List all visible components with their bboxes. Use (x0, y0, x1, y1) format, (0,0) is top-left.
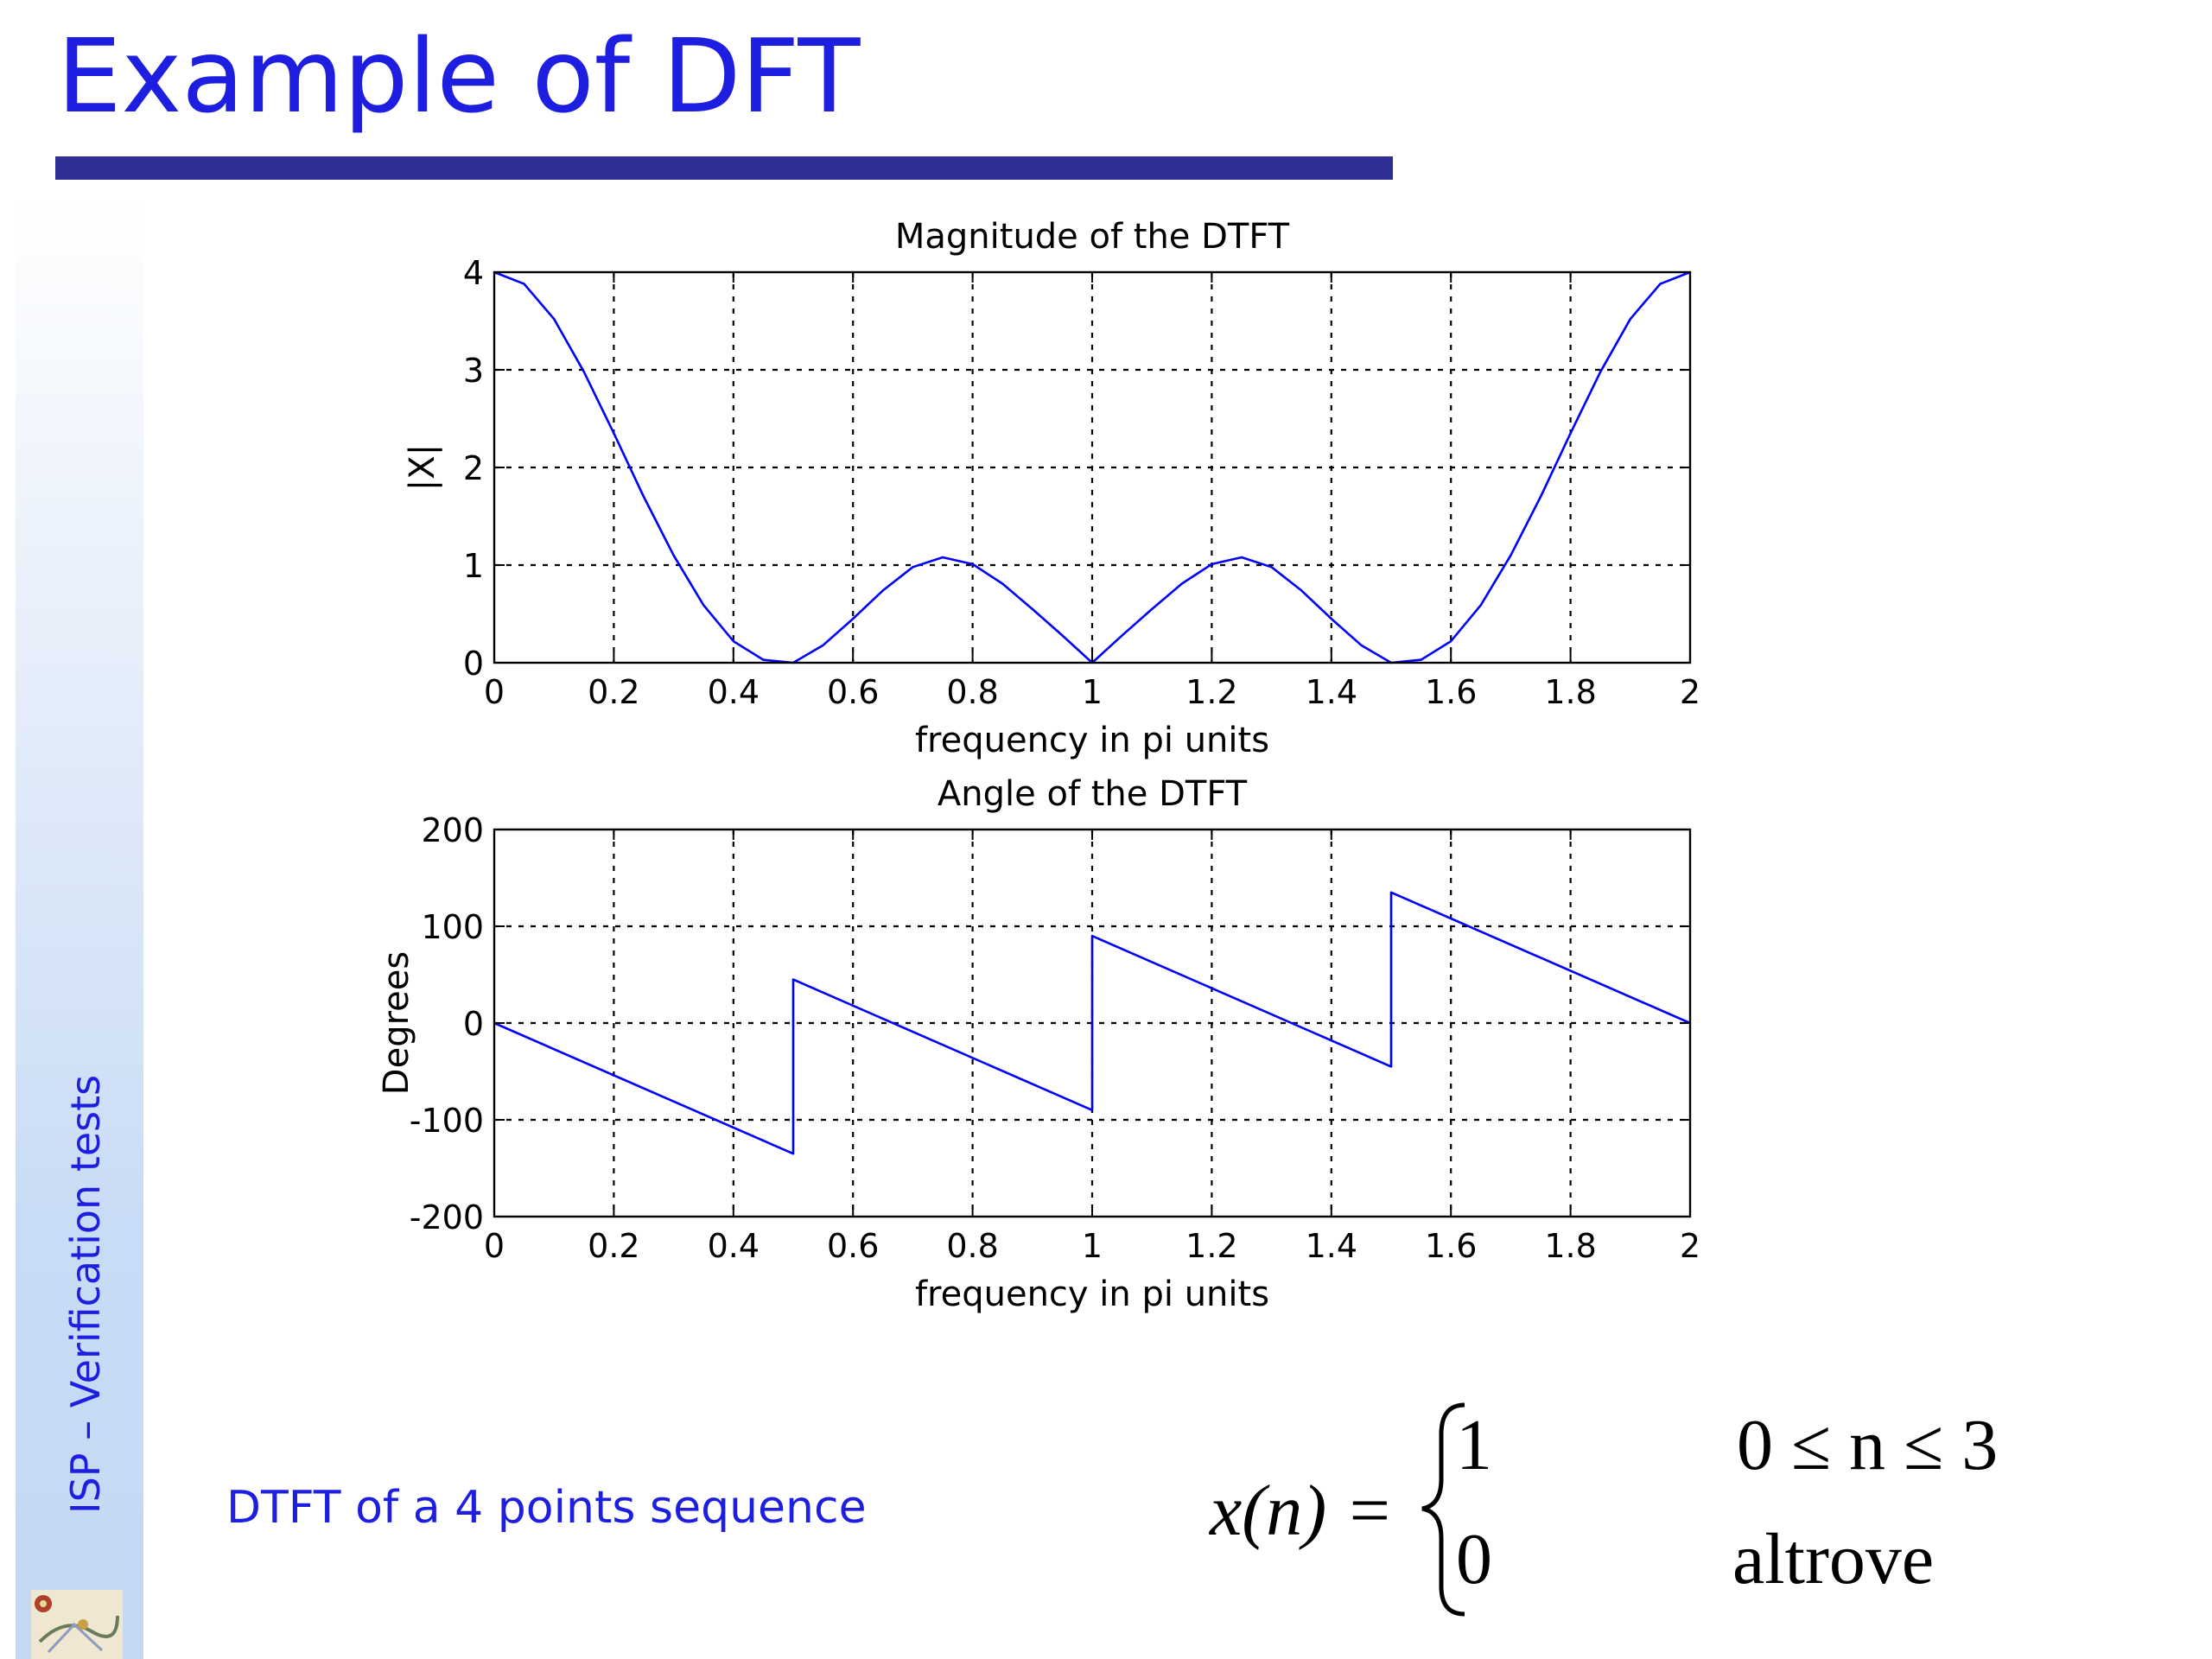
angle-chart: 0 0.2 0.4 0.6 0.8 1 1.2 1.4 1.6 1.8 2 -200 -100 0 100 2… (377, 774, 1700, 1314)
angle-y-axis-label: Degrees (377, 951, 416, 1095)
magnitude-x-tick-label: 0.8 (946, 673, 998, 711)
angle-y-tick-label: 100 (421, 908, 484, 946)
magnitude-y-tick-label: 1 (463, 547, 484, 585)
magnitude-x-tick-label: 1.6 (1425, 673, 1477, 711)
angle-x-tick-label: 2 (1680, 1227, 1700, 1265)
magnitude-x-tick-label: 1.4 (1306, 673, 1357, 711)
slide-title: Example of DFT (57, 16, 861, 136)
magnitude-x-tick-label: 0.4 (708, 673, 760, 711)
magnitude-chart-title: Magnitude of the DTFT (895, 217, 1290, 257)
magnitude-y-tick-label: 4 (463, 254, 484, 292)
angle-y-tick-label: -100 (410, 1102, 484, 1140)
magnitude-x-tick-label: 2 (1680, 673, 1700, 711)
magnitude-x-tick-label: 1.8 (1544, 673, 1596, 711)
angle-y-tick-label: -200 (410, 1198, 484, 1236)
magnitude-chart: 0 0.2 0.4 0.6 0.8 1 1.2 1.4 1.6 1.8 2 0 1 2 3 4 Magnitud… (403, 217, 1700, 760)
title-underline-bar (55, 156, 1393, 180)
angle-x-tick-label: 1.4 (1306, 1227, 1357, 1265)
magnitude-x-tick-label: 0 (484, 673, 505, 711)
angle-y-tick-label: 200 (421, 811, 484, 849)
angle-chart-title: Angle of the DTFT (938, 774, 1248, 814)
magnitude-y-tick-label: 0 (463, 645, 484, 683)
side-bar (16, 197, 143, 1659)
magnitude-x-axis-label: frequency in pi units (915, 721, 1269, 760)
magnitude-x-tick-label: 1.2 (1185, 673, 1237, 711)
angle-x-tick-label: 0.4 (708, 1227, 760, 1265)
magnitude-y-tick-label: 3 (463, 352, 484, 390)
slide-caption: DTFT of a 4 points sequence (226, 1482, 867, 1534)
angle-x-tick-label: 0.6 (827, 1227, 879, 1265)
angle-x-tick-label: 1.6 (1425, 1227, 1477, 1265)
magnitude-x-tick-label: 1 (1082, 673, 1103, 711)
angle-x-axis-label: frequency in pi units (915, 1274, 1269, 1314)
logo-icon (31, 1590, 123, 1659)
angle-series-line (493, 891, 1691, 1155)
magnitude-x-tick-label: 0.2 (588, 673, 639, 711)
magnitude-y-axis-label: |X| (403, 444, 442, 491)
angle-x-tick-label: 1.2 (1185, 1227, 1237, 1265)
angle-x-tick-label: 1.8 (1544, 1227, 1596, 1265)
magnitude-x-tick-label: 0.6 (827, 673, 879, 711)
magnitude-y-tick-label: 2 (463, 449, 484, 487)
angle-x-tick-label: 0 (484, 1227, 505, 1265)
angle-x-tick-label: 0.2 (588, 1227, 639, 1265)
angle-y-tick-label: 0 (463, 1005, 484, 1043)
angle-x-tick-label: 0.8 (946, 1227, 998, 1265)
angle-x-tick-label: 1 (1082, 1227, 1103, 1265)
